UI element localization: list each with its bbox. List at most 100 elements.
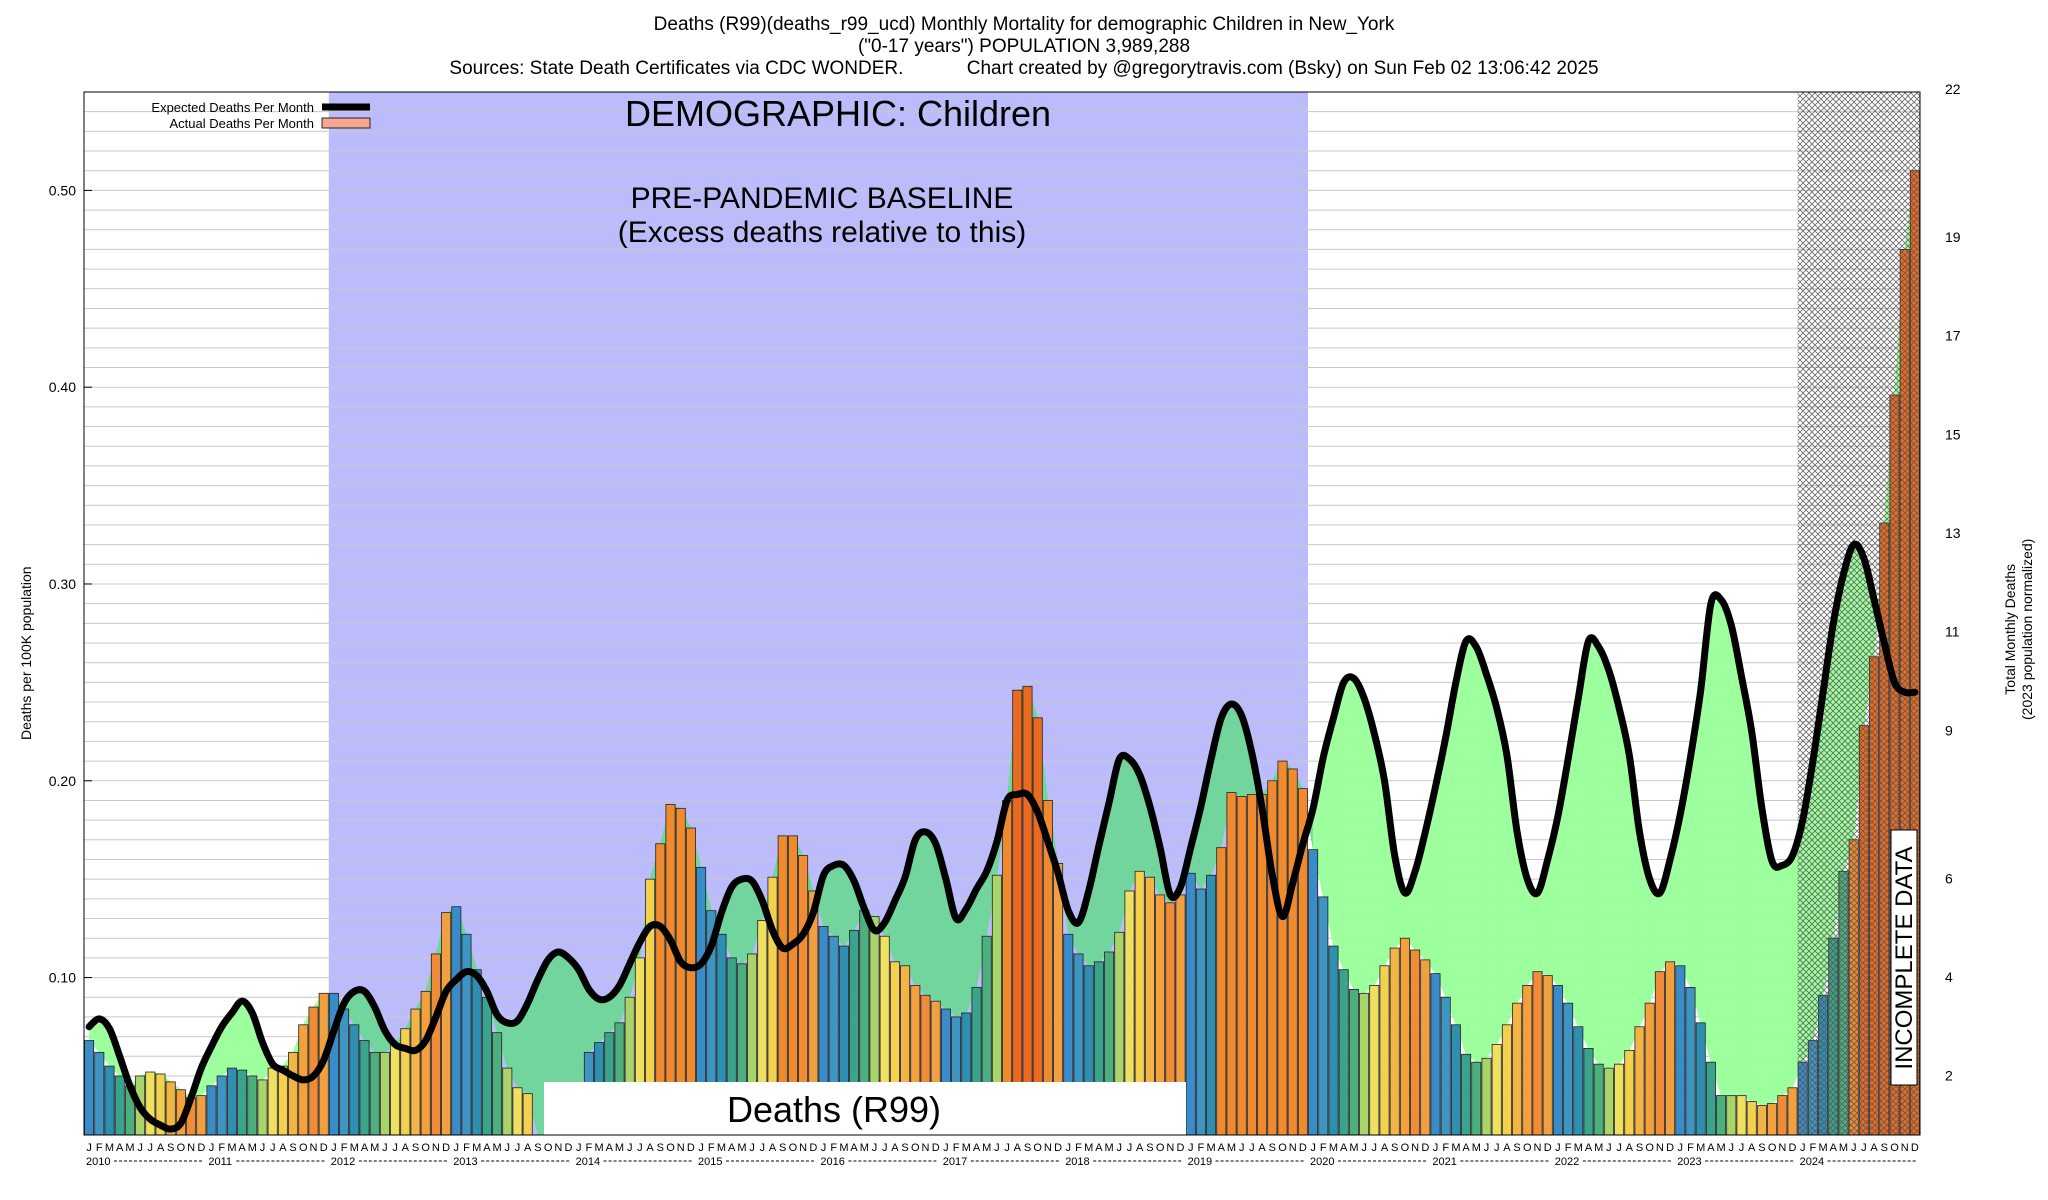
x-tick-year: 2018 (1065, 1156, 1089, 1168)
x-tick-month: M (615, 1142, 624, 1154)
y-tick-label-right: 15 (1945, 426, 1961, 442)
bar (1440, 996, 1451, 1136)
expected-actual-gap (1608, 670, 1620, 1069)
bar (1552, 985, 1563, 1136)
x-tick-month: A (1626, 1142, 1634, 1154)
x-tick-month: M (717, 1142, 726, 1154)
x-tick-month: J (1372, 1142, 1378, 1154)
x-tick-month: A (402, 1142, 410, 1154)
x-tick-month: A (238, 1142, 246, 1154)
x-tick-month: J (1361, 1142, 1367, 1154)
x-tick-year: 2010 (86, 1156, 110, 1168)
bar (1593, 1063, 1604, 1136)
x-tick-month: A (769, 1142, 777, 1154)
x-tick-month: M (350, 1142, 359, 1154)
x-tick-month: J (1616, 1142, 1622, 1154)
x-tick-month: M (370, 1142, 379, 1154)
legend-actual-swatch (321, 117, 371, 129)
x-tick-year: 2022 (1555, 1156, 1579, 1168)
expected-deaths-line (85, 540, 1919, 1133)
x-tick-month: J (209, 1142, 215, 1154)
bar (369, 1051, 380, 1136)
bar (226, 1067, 237, 1136)
x-tick-month: D (809, 1142, 817, 1154)
x-tick-month: F (830, 1142, 837, 1154)
bar (1685, 987, 1696, 1136)
x-tick-month: F (218, 1142, 225, 1154)
x-tick-month: O (1033, 1142, 1042, 1154)
expected-actual-gap (1465, 640, 1477, 1063)
expected-actual-gap (1588, 640, 1599, 1066)
x-tick-month: J (1433, 1142, 1439, 1154)
x-tick-month: A (1503, 1142, 1511, 1154)
x-tick-month: M (248, 1142, 257, 1154)
x-tick-month: J (1861, 1142, 1867, 1154)
x-tick-month: A (1707, 1142, 1715, 1154)
x-tick-month: J (331, 1142, 337, 1154)
expected-actual-gap (914, 831, 926, 996)
x-tick-month: J (760, 1142, 766, 1154)
y-tick-label-right: 4 (1945, 969, 1953, 985)
x-tick-month: O (421, 1142, 430, 1154)
x-tick-month: D (1177, 1142, 1185, 1154)
x-tick-month: S (1758, 1142, 1765, 1154)
expected-actual-gap (833, 865, 845, 947)
bar (1563, 1002, 1574, 1136)
x-tick-month: N (799, 1142, 807, 1154)
x-tick-month: O (1401, 1142, 1410, 1154)
x-tick-month: J (1239, 1142, 1245, 1154)
x-tick-month: M (1084, 1142, 1093, 1154)
expected-actual-gap (1598, 646, 1610, 1069)
x-tick-month: A (1870, 1142, 1878, 1154)
y-tick-label-left: 0.40 (49, 379, 76, 395)
bar (1665, 961, 1676, 1136)
x-tick-month: F (953, 1142, 960, 1154)
x-tick-month: M (1839, 1142, 1848, 1154)
x-tick-month: M (1329, 1142, 1338, 1154)
x-tick-month: S (167, 1142, 174, 1154)
x-tick-month: M (982, 1142, 991, 1154)
x-tick-month: S (901, 1142, 908, 1154)
legend-expected-label: Expected Deaths Per Month (151, 100, 314, 115)
bar (1787, 1087, 1798, 1136)
bar (247, 1075, 258, 1136)
expected-actual-gap (741, 878, 753, 965)
bar (522, 1093, 533, 1136)
title-line-1: Deaths (R99)(deaths_r99_ucd) Monthly Mor… (653, 14, 1395, 35)
incomplete-label-box (1890, 829, 1918, 1086)
x-tick-month: N (1166, 1142, 1174, 1154)
bar (359, 1040, 370, 1136)
bar (1654, 971, 1665, 1136)
x-tick-year: 2021 (1432, 1156, 1456, 1168)
x-tick-month: J (1117, 1142, 1123, 1154)
expected-actual-gap (1720, 599, 1732, 1096)
bar (1348, 988, 1359, 1136)
x-tick-month: O (1768, 1142, 1777, 1154)
bar (114, 1075, 125, 1136)
x-tick-month: O (544, 1142, 553, 1154)
bar (206, 1085, 217, 1136)
x-tick-month: S (1636, 1142, 1643, 1154)
expected-actual-gap (1333, 682, 1344, 970)
bar (1512, 1002, 1523, 1136)
bar (1216, 847, 1227, 1136)
x-tick-month: J (627, 1142, 633, 1154)
x-tick-month: A (279, 1142, 287, 1154)
x-tick-month: J (505, 1142, 511, 1154)
bar (1705, 1061, 1716, 1136)
bar (349, 1024, 360, 1136)
bar (267, 1067, 278, 1136)
y-tick-label-right: 22 (1945, 81, 1961, 97)
x-tick-month: O (177, 1142, 186, 1154)
x-tick-month: S (412, 1142, 419, 1154)
bar (390, 1044, 401, 1136)
x-tick-month: J (872, 1142, 878, 1154)
x-tick-month: J (1066, 1142, 1072, 1154)
x-tick-month: M (1451, 1142, 1460, 1154)
expected-actual-gap (955, 907, 967, 1018)
expected-actual-gap (1731, 625, 1742, 1096)
expected-actual-gap (1771, 861, 1783, 1105)
bar (1308, 849, 1319, 1136)
bar (1287, 768, 1298, 1136)
